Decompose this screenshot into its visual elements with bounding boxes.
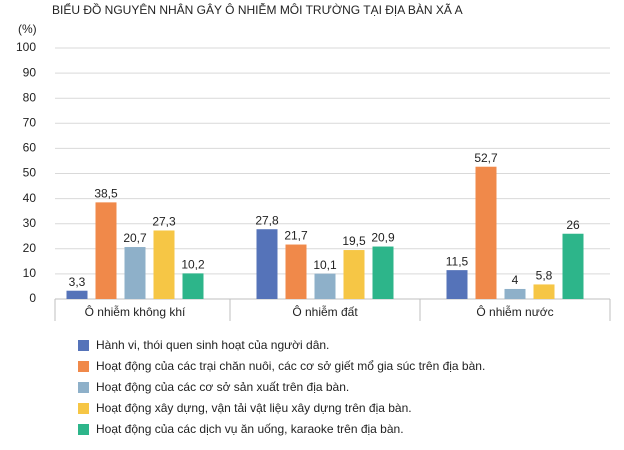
data-label: 52,7 [474,151,498,165]
y-tick-label: 80 [23,90,37,104]
legend-swatch [78,340,89,351]
legend-label: Hành vi, thói quen sinh hoạt của người d… [96,338,329,352]
x-tick-label: Ô nhiễm nước [476,304,553,319]
data-label: 11,5 [446,254,469,268]
data-label: 20,7 [123,231,147,245]
bar [446,270,468,299]
y-axis-label: (%) [18,22,37,36]
data-label: 27,8 [255,213,279,227]
bar [372,246,394,299]
y-tick-label: 50 [23,166,37,180]
x-tick-label: Ô nhiễm đất [292,304,358,319]
bar [504,288,526,299]
data-label: 20,9 [371,231,395,245]
bar [182,273,204,299]
x-tick-label: Ô nhiễm không khí [85,304,186,319]
chart-title: BIỂU ĐỒ NGUYÊN NHÂN GÂY Ô NHIỄM MÔI TRƯỜ… [52,2,463,17]
bar [153,230,175,299]
data-label: 10,2 [181,258,205,272]
bar [285,244,307,299]
legend-label: Hoạt động của các cơ sở sản xuất trên đị… [96,380,349,394]
y-tick-label: 60 [23,141,37,155]
bar [256,229,278,299]
data-label: 38,5 [94,187,118,201]
bar [475,166,497,299]
data-label: 10,1 [313,258,337,272]
legend-swatch [78,403,89,414]
legend-label: Hoạt động của các trại chăn nuôi, các cơ… [96,359,485,373]
bar [533,284,555,299]
y-tick-label: 20 [23,241,37,255]
bar [562,233,584,299]
bar [343,250,365,299]
legend-label: Hoạt động của các dịch vụ ăn uống, karao… [96,422,404,436]
bar [66,290,88,299]
legend-swatch [78,382,89,393]
data-label: 26 [566,218,580,232]
y-tick-label: 0 [29,291,36,305]
data-label: 4 [512,273,519,287]
y-tick-label: 30 [23,216,37,230]
data-label: 21,7 [284,229,308,243]
bar [95,202,117,299]
data-label: 19,5 [342,234,366,248]
y-tick-label: 90 [23,65,37,79]
bar [314,273,336,299]
legend-label: Hoạt động xây dựng, vận tải vật liệu xây… [96,401,412,415]
legend-swatch [78,361,89,372]
data-label: 3,3 [69,275,86,289]
bar [124,247,146,299]
y-tick-label: 100 [16,40,36,54]
y-tick-label: 40 [23,191,37,205]
data-label: 5,8 [536,269,553,283]
y-tick-label: 70 [23,115,37,129]
legend-swatch [78,424,89,435]
y-tick-label: 10 [23,266,37,280]
data-label: 27,3 [152,215,176,229]
